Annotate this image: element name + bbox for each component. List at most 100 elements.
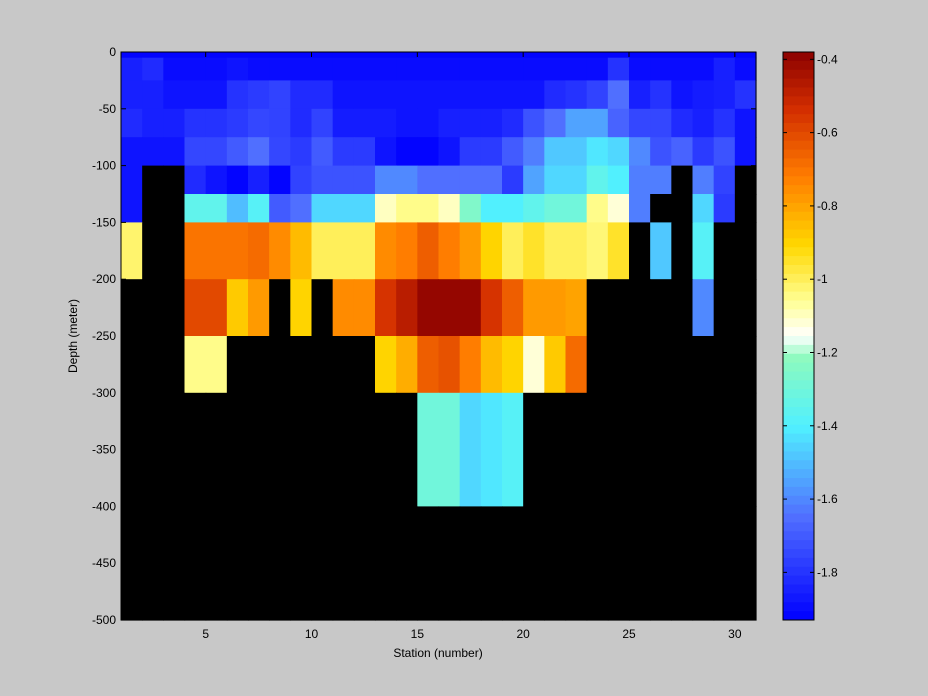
heatmap-cell: [332, 506, 355, 621]
heatmap-cell: [184, 57, 207, 81]
heatmap-cell: [205, 392, 228, 507]
heatmap-cell: [671, 52, 694, 59]
heatmap-cell: [417, 336, 440, 394]
heatmap-cell: [375, 165, 397, 195]
heatmap-cell: [353, 80, 376, 110]
heatmap-cell: [121, 57, 143, 81]
heatmap-cell: [502, 279, 524, 337]
heatmap-cell: [459, 392, 482, 507]
heatmap-cell: [502, 108, 524, 138]
heatmap-cell: [459, 52, 482, 59]
heatmap-cell: [184, 336, 207, 394]
heatmap-cell: [713, 137, 736, 167]
heatmap-cell: [163, 222, 186, 280]
heatmap-cell: [121, 506, 143, 621]
heatmap-cell: [544, 194, 567, 223]
x-tick-label: 25: [622, 627, 636, 641]
heatmap-cell: [290, 392, 313, 507]
heatmap-cell: [459, 279, 482, 337]
heatmap-cell: [163, 194, 186, 223]
heatmap-cell: [332, 52, 355, 59]
colorbar-segment: [783, 282, 814, 293]
heatmap-cell: [163, 80, 186, 110]
heatmap-cell: [586, 52, 609, 59]
colorbar-segment: [783, 265, 814, 275]
colorbar-segment: [783, 140, 814, 151]
heatmap-cells: [121, 52, 757, 621]
heatmap-cell: [459, 336, 482, 394]
heatmap-cell: [396, 506, 418, 621]
heatmap-cell: [353, 392, 376, 507]
heatmap-cell: [734, 336, 757, 394]
colorbar-segment: [783, 87, 814, 97]
heatmap-cell: [142, 392, 164, 507]
heatmap-cell: [121, 392, 143, 507]
heatmap-cell: [184, 222, 207, 280]
heatmap-cell: [438, 336, 461, 394]
heatmap-cell: [290, 137, 313, 167]
colorbar-segment: [783, 451, 814, 461]
heatmap-cell: [248, 222, 270, 280]
heatmap-cell: [734, 194, 757, 223]
heatmap-cell: [269, 52, 291, 59]
heatmap-cell: [692, 165, 715, 195]
colorbar-tick-label: -1.8: [817, 565, 838, 579]
heatmap-cell: [480, 506, 503, 621]
colorbar-segment: [783, 105, 814, 115]
heatmap-cell: [565, 506, 588, 621]
heatmap-cell: [396, 336, 418, 394]
heatmap-cell: [671, 165, 694, 195]
heatmap-cell: [184, 108, 207, 138]
heatmap-cell: [438, 506, 461, 621]
heatmap-cell: [671, 279, 694, 337]
heatmap-cell: [544, 52, 567, 59]
heatmap-cell: [396, 108, 418, 138]
heatmap-cell: [607, 57, 630, 81]
heatmap-cell: [396, 194, 418, 223]
y-tick-label: -350: [92, 443, 116, 457]
colorbar-segment: [783, 185, 814, 195]
heatmap-cell: [205, 80, 228, 110]
colorbar-segment: [783, 433, 814, 443]
heatmap-cell: [734, 108, 757, 138]
heatmap-cell: [438, 57, 461, 81]
heatmap-cell: [650, 392, 672, 507]
heatmap-cell: [248, 165, 270, 195]
colorbar-segment: [783, 407, 814, 417]
heatmap-cell: [184, 506, 207, 621]
heatmap-cell: [417, 222, 440, 280]
heatmap-cell: [396, 279, 418, 337]
heatmap-cell: [226, 137, 249, 167]
heatmap-cell: [290, 279, 313, 337]
heatmap-cell: [184, 279, 207, 337]
heatmap-cell: [121, 336, 143, 394]
heatmap-cell: [226, 80, 249, 110]
heatmap-cell: [734, 165, 757, 195]
heatmap-cell: [121, 52, 143, 59]
heatmap-cell: [417, 165, 440, 195]
heatmap-cell: [734, 506, 757, 621]
heatmap-cell: [290, 80, 313, 110]
colorbar-tick-label: -0.4: [817, 52, 838, 66]
heatmap-cell: [713, 80, 736, 110]
heatmap-cell: [205, 222, 228, 280]
heatmap-cell: [586, 506, 609, 621]
heatmap-cell: [713, 279, 736, 337]
x-axis: 5 10 15 20 25 30: [202, 52, 742, 641]
heatmap-cell: [269, 137, 291, 167]
heatmap-cell: [629, 165, 651, 195]
x-tick-label: 5: [202, 627, 209, 641]
heatmap-cell: [311, 52, 334, 59]
heatmap-cell: [502, 137, 524, 167]
heatmap-cell: [502, 222, 524, 280]
heatmap-cell: [269, 279, 291, 337]
heatmap-cell: [544, 506, 567, 621]
heatmap-cell: [417, 57, 440, 81]
heatmap-cell: [692, 392, 715, 507]
heatmap-cell: [586, 108, 609, 138]
colorbar-segment: [783, 398, 814, 408]
x-tick-label: 20: [516, 627, 530, 641]
heatmap-cell: [269, 57, 291, 81]
heatmap-cell: [713, 392, 736, 507]
